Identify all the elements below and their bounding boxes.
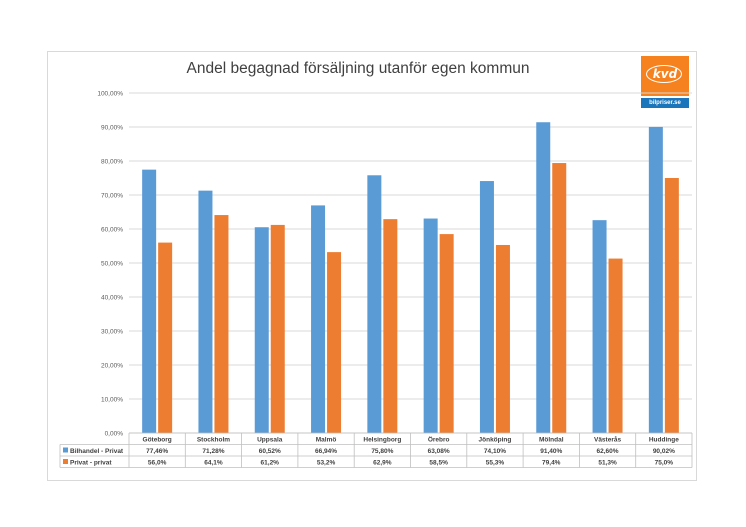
bar-bilhandel [592,220,607,433]
legend-label: Bilhandel - Privat [70,448,124,455]
bar-bilhandel [198,190,213,433]
y-tick-label: 60,00% [101,227,123,234]
y-tick-label: 70,00% [101,193,123,200]
data-value-label: 53,2% [317,460,336,467]
data-value-label: 56,0% [148,460,167,467]
data-value-label: 63,08% [428,448,450,455]
bar-privat [608,258,623,433]
bar-bilhandel [648,126,663,433]
data-value-label: 62,60% [597,448,619,455]
kvd-logo-text: kvd [652,67,678,81]
category-label: Göteborg [143,437,172,444]
bar-privat [158,242,173,433]
bar-bilhandel [423,218,438,433]
bar-bilhandel [142,169,157,434]
data-value-label: 90,02% [653,448,675,455]
category-label: Stockholm [197,437,230,444]
bar-privat [327,252,342,433]
category-label: Huddinge [649,437,679,444]
data-value-label: 60,52% [259,448,281,455]
bar-chart: 0,00% 10,00% 20,00% 30,00% 40,00% 50,00% 60,00… [59,91,693,468]
y-tick-label: 50,00% [101,261,123,268]
category-label: Örebro [428,435,450,444]
data-value-label: 58,5% [429,460,448,467]
y-tick-label: 80,00% [101,159,123,166]
bar-privat [214,215,229,433]
y-tick-label: 90,00% [101,125,123,132]
category-label: Västerås [594,436,621,444]
y-tick-label: 20,00% [101,363,123,370]
category-label: Jönköping [479,437,512,444]
bar-bilhandel [479,181,494,433]
y-tick-label: 10,00% [101,397,123,404]
y-tick-label: 0,00% [105,431,124,438]
bar-privat [383,219,398,433]
category-label: Helsingborg [363,437,401,444]
data-value-label: 62,9% [373,460,392,467]
data-value-label: 71,28% [202,448,224,455]
data-value-label: 91,40% [540,448,562,455]
category-label: Mölndal [539,437,564,444]
bar-privat [552,163,567,433]
data-value-label: 77,46% [146,448,168,455]
bar-privat [495,244,510,433]
category-label: Malmö [316,437,337,444]
data-value-label: 75,0% [655,460,674,467]
bar-privat [664,178,679,433]
bar-bilhandel [254,227,269,433]
category-label: Uppsala [257,437,283,444]
kvd-logo-ring-icon [646,65,682,83]
bar-bilhandel [536,122,551,434]
kvd-logo-box: kvd [641,56,689,96]
legend-swatch-privat [63,459,68,464]
data-value-label: 66,94% [315,448,337,455]
y-tick-label: 30,00% [101,329,123,336]
legend-label: Privat - privat [70,460,112,467]
kvd-logo: kvd bilpriser.se [641,56,689,108]
bar-bilhandel [367,175,382,433]
data-value-label: 64,1% [204,460,223,467]
legend-swatch-bilhandel [63,447,68,453]
data-value-label: 61,2% [261,460,280,467]
data-value-label: 79,4% [542,460,561,467]
bar-privat [270,224,285,433]
y-tick-label: 40,00% [101,295,123,302]
bilpriser-label: bilpriser.se [641,98,689,108]
bar-privat [439,234,454,433]
data-value-label: 74,10% [484,448,506,455]
chart-frame: Andel begagnad försäljning utanför egen … [47,51,697,481]
data-value-label: 51,3% [598,460,617,467]
data-value-label: 75,80% [371,448,393,455]
chart-title: Andel begagnad försäljning utanför egen … [186,60,530,77]
data-value-label: 55,3% [486,460,505,467]
y-tick-label: 100,00% [97,91,123,98]
bar-bilhandel [311,205,326,433]
